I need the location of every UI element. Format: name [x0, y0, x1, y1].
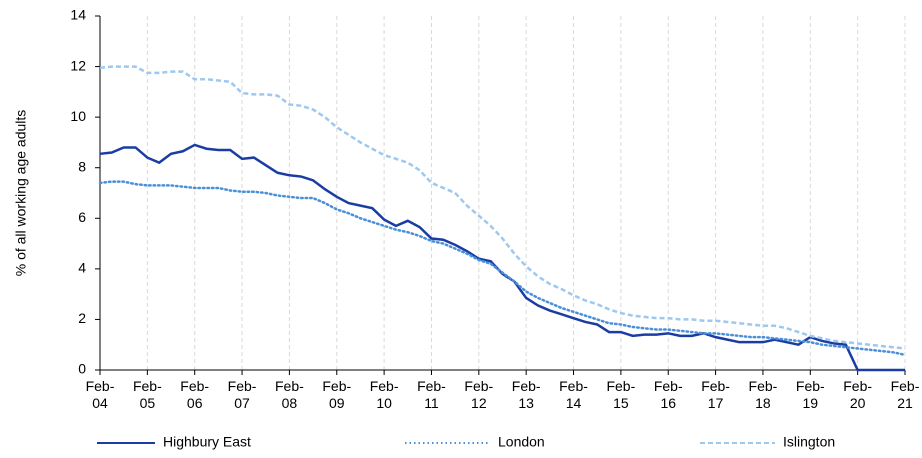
y-tick-label: 14 — [70, 7, 86, 23]
x-tick-label-line: 11 — [424, 395, 439, 411]
series-line — [99, 143, 905, 372]
x-tick-label: Feb-05 — [133, 378, 162, 411]
legend-label: Highbury East — [163, 434, 251, 450]
x-tick-label-line: 06 — [187, 395, 203, 411]
x-tick-label-line: Feb- — [417, 378, 446, 394]
y-tick-label: 0 — [78, 361, 86, 377]
x-tick-label: Feb-13 — [512, 378, 541, 411]
x-tick-label-line: 20 — [850, 395, 866, 411]
x-tick-label: Feb-11 — [417, 378, 446, 411]
x-tick-label: Feb-04 — [86, 378, 115, 411]
x-tick-label: Feb-19 — [796, 378, 825, 411]
y-tick-label: 8 — [78, 158, 86, 174]
x-tick-label: Feb-12 — [464, 378, 493, 411]
x-tick-label-line: Feb- — [749, 378, 778, 394]
x-tick-label: Feb-10 — [370, 378, 399, 411]
x-tick-label-line: Feb- — [891, 378, 920, 394]
legend-label: London — [498, 434, 545, 450]
x-tick-label: Feb-20 — [843, 378, 872, 411]
x-tick-label: Feb-15 — [606, 378, 635, 411]
x-tick-label-line: Feb- — [701, 378, 730, 394]
x-tick-label-line: 12 — [471, 395, 487, 411]
legend-label: Islington — [783, 434, 835, 450]
x-tick-label-line: 13 — [518, 395, 534, 411]
x-tick-label-line: Feb- — [512, 378, 541, 394]
x-tick-label-line: Feb- — [796, 378, 825, 394]
y-tick-label: 6 — [78, 209, 86, 225]
x-tick-label-line: Feb- — [86, 378, 115, 394]
series-line — [99, 65, 906, 350]
x-tick-label-line: 09 — [329, 395, 345, 411]
x-tick-label-line: Feb- — [133, 378, 162, 394]
x-tick-label: Feb-17 — [701, 378, 730, 411]
x-tick-label-line: 16 — [660, 395, 676, 411]
y-tick-label: 10 — [70, 108, 86, 124]
x-tick-label-line: 04 — [92, 395, 108, 411]
x-tick-label-line: Feb- — [843, 378, 872, 394]
x-tick-label-line: 05 — [140, 395, 156, 411]
y-tick-label: 2 — [78, 310, 86, 326]
y-tick-label: 12 — [70, 57, 86, 73]
y-tick-label: 4 — [78, 260, 86, 276]
x-tick-label-line: Feb- — [275, 378, 304, 394]
x-tick-label-line: 10 — [376, 395, 392, 411]
x-tick-label: Feb-07 — [228, 378, 257, 411]
x-tick-label: Feb-08 — [275, 378, 304, 411]
x-tick-label-line: Feb- — [180, 378, 209, 394]
x-tick-label: Feb-06 — [180, 378, 209, 411]
x-tick-label-line: 15 — [613, 395, 629, 411]
x-tick-label-line: 17 — [708, 395, 724, 411]
x-tick-label-line: 14 — [566, 395, 582, 411]
series-line — [98, 180, 907, 357]
x-tick-label: Feb-16 — [654, 378, 683, 411]
x-tick-label-line: Feb- — [370, 378, 399, 394]
x-tick-label-line: Feb- — [464, 378, 493, 394]
x-tick-label-line: 18 — [755, 395, 771, 411]
x-tick-label: Feb-18 — [749, 378, 778, 411]
x-tick-label-line: 21 — [897, 395, 913, 411]
x-tick-label: Feb-21 — [891, 378, 920, 411]
x-tick-label-line: Feb- — [559, 378, 588, 394]
y-axis-title: % of all working age adults — [13, 110, 29, 277]
x-tick-label: Feb-14 — [559, 378, 588, 411]
x-tick-label-line: Feb- — [228, 378, 257, 394]
x-tick-label-line: 07 — [234, 395, 250, 411]
x-tick-label-line: 19 — [803, 395, 819, 411]
x-tick-label: Feb-09 — [322, 378, 351, 411]
x-tick-label-line: Feb- — [606, 378, 635, 394]
x-tick-label-line: Feb- — [654, 378, 683, 394]
x-tick-label-line: 08 — [282, 395, 298, 411]
x-tick-label-line: Feb- — [322, 378, 351, 394]
